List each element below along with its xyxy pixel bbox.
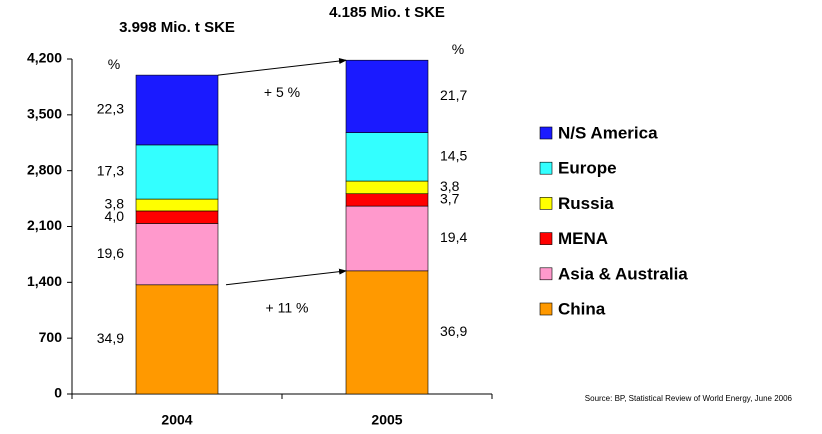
bar-segment bbox=[135, 284, 219, 395]
y-tick-label: 4,200 bbox=[27, 50, 62, 66]
bar-segment bbox=[345, 132, 429, 182]
bar-segment bbox=[345, 205, 429, 272]
arrow bbox=[217, 58, 347, 76]
legend-label: Europe bbox=[558, 159, 617, 178]
share-label: 22,3 bbox=[97, 101, 124, 117]
source: Source: BP, Statistical Review of World … bbox=[585, 394, 793, 403]
percent-header: % bbox=[452, 41, 464, 57]
total-label: 4.185 Mio. t SKE bbox=[329, 4, 445, 21]
legend-label: MENA bbox=[558, 229, 608, 248]
y-tick-label: 0 bbox=[54, 385, 62, 401]
bar-segment bbox=[345, 193, 429, 207]
bar-segment bbox=[135, 210, 219, 224]
x-tick-label: 2005 bbox=[371, 412, 402, 428]
legend-swatch bbox=[539, 302, 553, 316]
legend-swatch bbox=[539, 197, 553, 210]
y-tick-label: 2,100 bbox=[27, 217, 62, 233]
bar-segment bbox=[345, 59, 429, 133]
share-label: 19,4 bbox=[440, 229, 467, 245]
bar-segment bbox=[345, 180, 429, 195]
x-tick-label: 2004 bbox=[161, 412, 192, 428]
legend-swatch bbox=[539, 161, 553, 175]
share-label: 3,7 bbox=[440, 191, 460, 207]
share-label: 3,8 bbox=[440, 178, 460, 194]
share-label: 3,8 bbox=[105, 196, 125, 212]
bar-segment bbox=[135, 223, 219, 286]
legend-label: Russia bbox=[558, 194, 614, 213]
y-tick-label: 2,800 bbox=[27, 161, 62, 177]
y-tick-label: 1,400 bbox=[27, 273, 62, 289]
legend-swatch bbox=[539, 232, 553, 245]
legend-label: China bbox=[558, 299, 606, 318]
share-label: 4,0 bbox=[105, 208, 125, 224]
share-label: 14,5 bbox=[440, 148, 467, 164]
y-tick-label: 700 bbox=[39, 329, 63, 345]
share-label: 34,9 bbox=[97, 330, 124, 346]
y-tick-label: 3,500 bbox=[27, 106, 62, 122]
bar-segment bbox=[135, 144, 219, 200]
growth-label: + 11 % bbox=[266, 300, 309, 316]
legend-swatch bbox=[539, 267, 553, 281]
share-label: 17,3 bbox=[97, 163, 124, 179]
share-label: 19,6 bbox=[97, 245, 124, 261]
legend-label: N/S America bbox=[558, 123, 658, 142]
arrow bbox=[225, 268, 347, 286]
share-label: 36,9 bbox=[440, 323, 467, 339]
legend-label: Asia & Australia bbox=[558, 264, 688, 283]
bar-segment bbox=[135, 74, 219, 146]
total-label: 3.998 Mio. t SKE bbox=[119, 19, 235, 36]
percent-header: % bbox=[108, 56, 120, 72]
bar-segment bbox=[345, 270, 429, 395]
bar-segment bbox=[135, 198, 219, 212]
share-label: 21,7 bbox=[440, 87, 467, 103]
legend-swatch bbox=[539, 126, 553, 140]
growth-label: + 5 % bbox=[264, 84, 300, 100]
